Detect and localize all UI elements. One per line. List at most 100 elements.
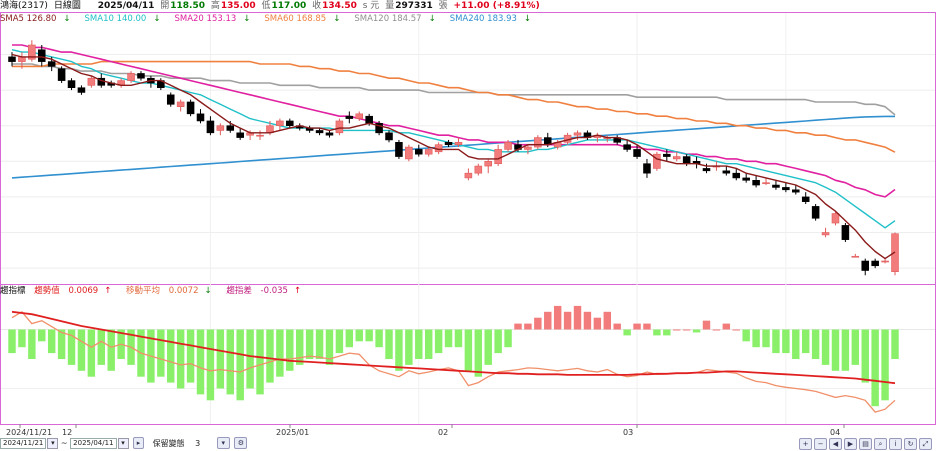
osc-c-arrow: ↑: [293, 286, 302, 296]
osc-title: 趨指標: [0, 286, 26, 296]
open-label: 開: [160, 1, 170, 11]
candle-body: [47, 61, 56, 67]
candle: [196, 109, 205, 124]
candle: [355, 111, 364, 121]
candle: [166, 92, 175, 107]
osc-bar: [772, 329, 780, 354]
pan-left-icon[interactable]: ◀: [829, 438, 842, 450]
candle-body: [534, 137, 542, 148]
candle: [643, 158, 651, 178]
osc-bar: [663, 329, 671, 336]
candle-body: [524, 146, 532, 150]
close-value: 134.50: [322, 1, 357, 11]
ma-legend: SMA5 126.80 ↓ SMA10 140.00 ↓ SMA20 153.13 ↓ SM…: [0, 13, 545, 25]
start-date-input[interactable]: 2024/11/21: [0, 437, 47, 449]
candle-body: [504, 142, 512, 150]
stock-name: 鴻海(2317): [0, 1, 48, 11]
osc-bar: [702, 320, 711, 330]
candle: [702, 163, 711, 174]
osc-bar: [77, 329, 86, 371]
candle-body: [762, 182, 770, 184]
osc-bar: [841, 329, 850, 371]
candle-body: [415, 149, 423, 155]
candle: [286, 118, 294, 129]
candle: [623, 139, 631, 152]
osc-b-value: 0.0072: [168, 286, 199, 296]
candle-body: [345, 115, 354, 119]
keep-value[interactable]: 3: [195, 438, 201, 448]
candle: [851, 253, 860, 258]
pan-right-icon[interactable]: ▶: [844, 438, 857, 450]
candle-body: [335, 120, 344, 134]
candle: [87, 75, 96, 88]
info-icon[interactable]: i: [889, 438, 902, 450]
ma-legend-text: SMA10 140.00: [84, 14, 147, 24]
candle-body: [782, 187, 790, 191]
candle-body: [851, 255, 860, 258]
osc-bar: [792, 329, 800, 359]
osc-bar: [534, 317, 542, 330]
candle-body: [8, 56, 16, 62]
chart-type-icon[interactable]: ▤: [859, 438, 872, 450]
ma-legend-text: SMA60 168.85: [264, 14, 327, 24]
apply-range-icon[interactable]: ▸: [133, 437, 145, 449]
candle: [176, 99, 185, 112]
ma-legend-arrow: ↓: [333, 14, 341, 24]
candle: [57, 66, 66, 83]
candle-body: [444, 142, 453, 145]
end-date-input[interactable]: 2025/04/11: [70, 437, 117, 449]
quote-header: 鴻海(2317) 日線圖 2025/04/11 開118.50 高135.00 …: [0, 0, 936, 13]
candle: [772, 180, 780, 190]
osc-bar: [553, 305, 562, 330]
ma-legend-item: SMA120 184.57 ↓: [354, 14, 442, 24]
osc-bar: [305, 329, 314, 359]
dropdown-icon[interactable]: ▾: [216, 437, 230, 449]
zoom-out-icon[interactable]: −: [814, 438, 827, 450]
candle: [8, 52, 16, 67]
candle: [37, 44, 46, 67]
candle: [752, 175, 760, 188]
candle-body: [792, 189, 800, 193]
end-date-picker-icon[interactable]: ▾: [117, 437, 129, 449]
osc-bar: [722, 323, 731, 330]
candle: [534, 135, 542, 150]
candle-body: [186, 101, 195, 115]
candle: [127, 71, 135, 83]
start-date-picker-icon[interactable]: ▾: [47, 437, 59, 449]
quote-date: 2025/04/11: [97, 1, 155, 11]
osc-bar: [851, 329, 860, 365]
candle: [811, 204, 820, 221]
expand-icon[interactable]: ⤢: [919, 438, 932, 450]
osc-bar: [157, 329, 165, 377]
candle: [762, 177, 770, 186]
search-icon[interactable]: ⌕: [874, 438, 887, 450]
candle-body: [841, 225, 850, 240]
candle-body: [37, 49, 46, 62]
osc-bar: [484, 329, 492, 365]
candle-body: [672, 156, 681, 160]
volume-label: 量: [385, 1, 395, 11]
osc-bar: [226, 329, 234, 395]
settings-icon[interactable]: ⚙: [234, 437, 248, 449]
osc-c-label: 趨指差: [226, 286, 252, 296]
sma120-polyline: [12, 63, 896, 116]
candle: [633, 144, 641, 159]
refresh-icon[interactable]: ↻: [904, 438, 917, 450]
candle-body: [325, 132, 334, 136]
candle: [424, 147, 433, 157]
osc-bar: [801, 329, 810, 354]
candle-body: [127, 73, 135, 81]
osc-bar: [831, 329, 840, 371]
period-label: 日線圖: [53, 1, 81, 11]
osc-bar: [107, 329, 115, 371]
sma120-line: [12, 63, 896, 116]
sma60-polyline: [12, 60, 896, 153]
candle-body: [821, 232, 830, 236]
candle-body: [484, 161, 492, 167]
candle-body: [256, 134, 264, 137]
keep-label: 保留變態: [152, 438, 185, 448]
zoom-in-icon[interactable]: +: [799, 438, 812, 450]
osc-bar: [653, 329, 661, 336]
candle: [524, 144, 532, 155]
